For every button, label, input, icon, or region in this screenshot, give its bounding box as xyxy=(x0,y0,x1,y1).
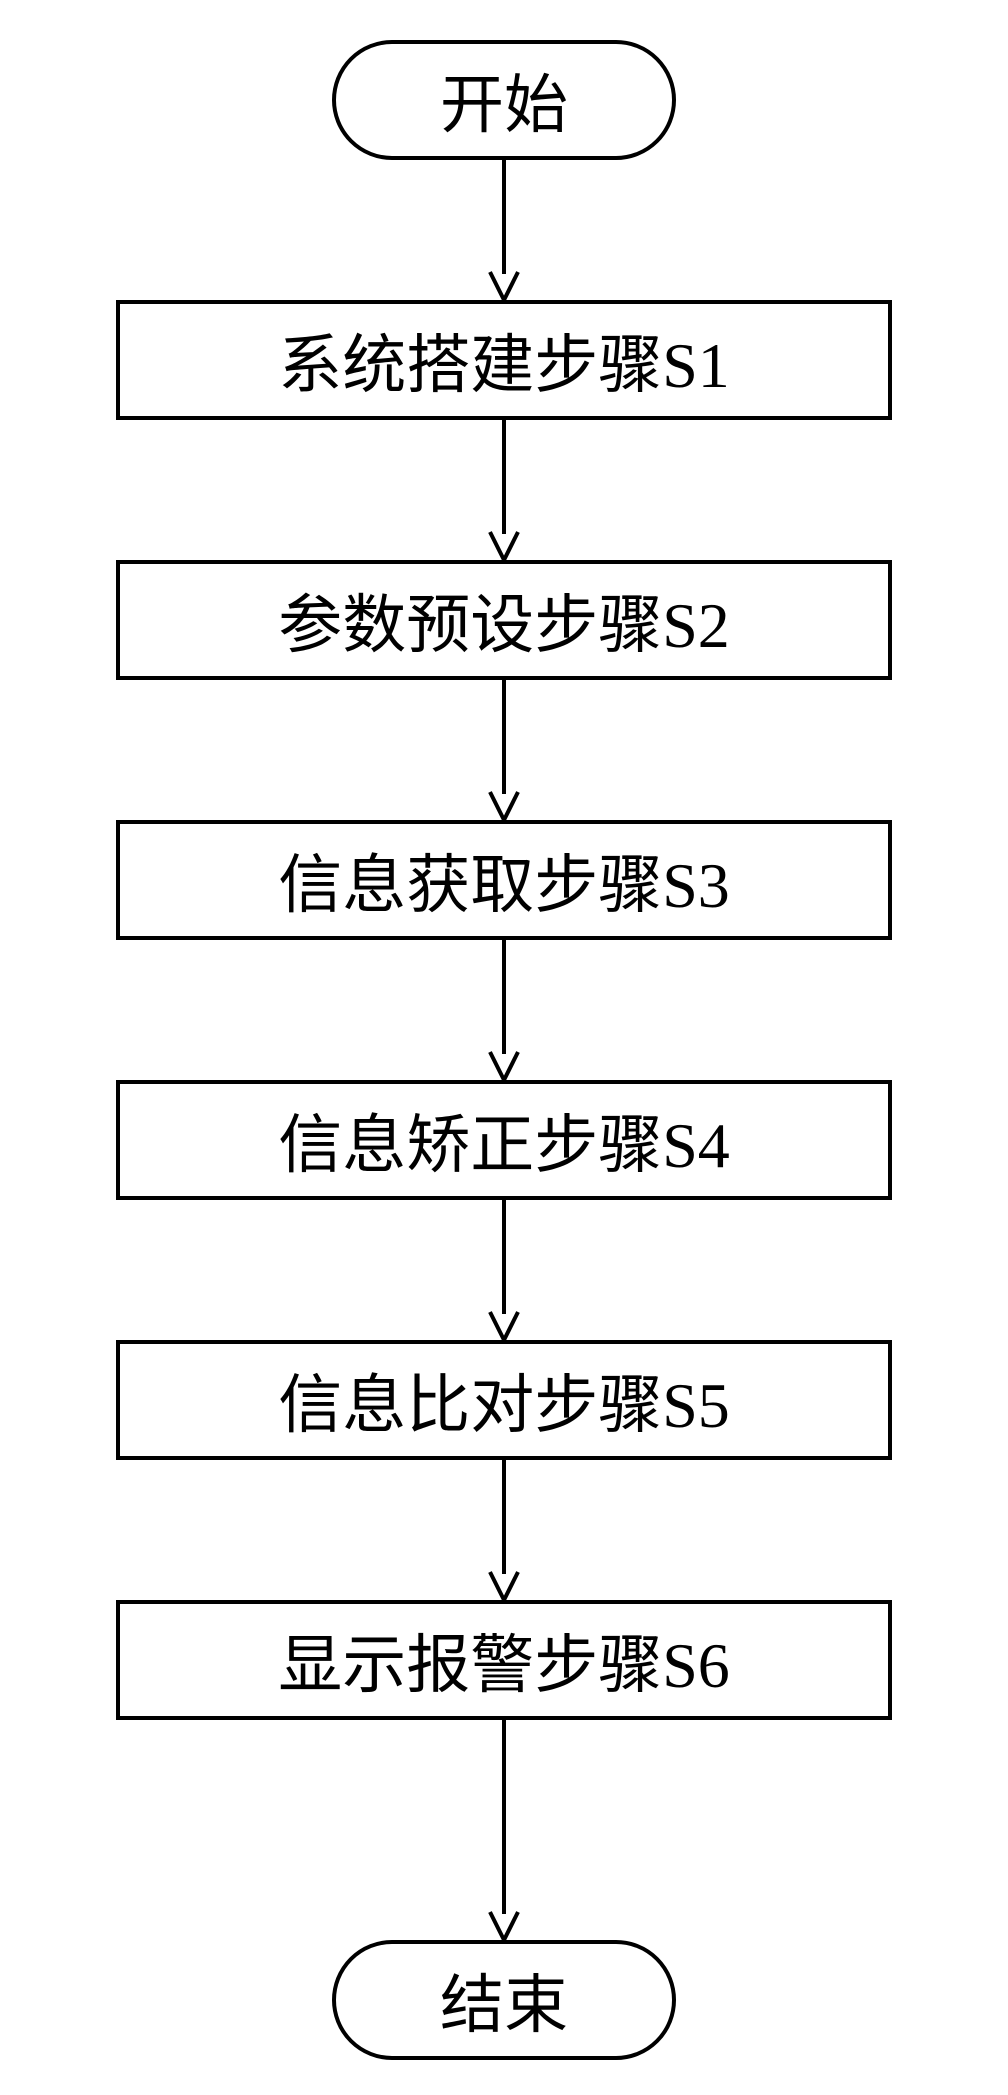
step-s1: 系统搭建步骤S1 xyxy=(116,300,892,420)
terminator-start: 开始 xyxy=(332,40,676,160)
step-s2: 参数预设步骤S2 xyxy=(116,560,892,680)
step-s2-label: 参数预设步骤S2 xyxy=(278,574,730,666)
step-s6: 显示报警步骤S6 xyxy=(116,1600,892,1720)
step-s5-label: 信息比对步骤S5 xyxy=(278,1354,730,1446)
step-s3-label: 信息获取步骤S3 xyxy=(278,834,730,926)
step-s3: 信息获取步骤S3 xyxy=(116,820,892,940)
step-s1-label: 系统搭建步骤S1 xyxy=(278,314,730,406)
step-s5: 信息比对步骤S5 xyxy=(116,1340,892,1460)
step-s4-label: 信息矫正步骤S4 xyxy=(278,1094,730,1186)
terminator-start-label: 开始 xyxy=(440,54,568,146)
terminator-end: 结束 xyxy=(332,1940,676,2060)
step-s6-label: 显示报警步骤S6 xyxy=(278,1614,730,1706)
terminator-end-label: 结束 xyxy=(440,1954,568,2046)
step-s4: 信息矫正步骤S4 xyxy=(116,1080,892,1200)
flowchart-canvas: 开始 系统搭建步骤S1 参数预设步骤S2 信息获取步骤S3 信息矫正步骤S4 信… xyxy=(0,0,1008,2095)
